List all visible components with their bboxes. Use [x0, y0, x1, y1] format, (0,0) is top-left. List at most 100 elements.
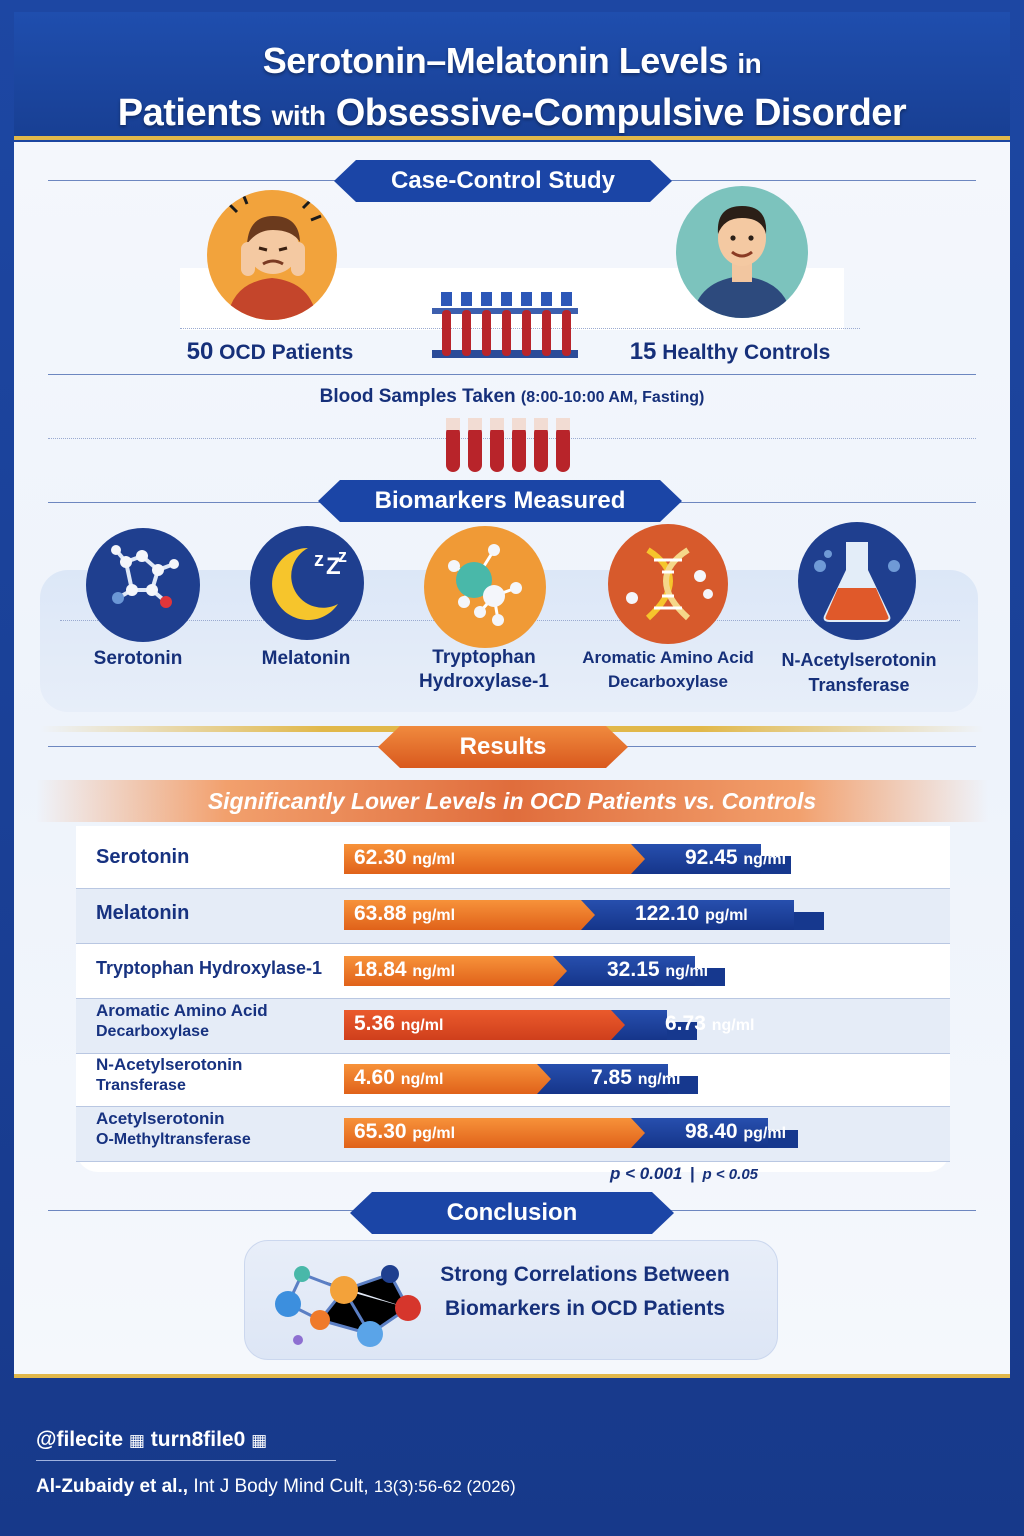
biomarker-tph1-line1: Tryptophan [432, 647, 536, 668]
biomarker-aadc-line2: Decarboxylase [607, 672, 729, 691]
ocd-bar [344, 900, 595, 930]
biomarker-aadc-label: Aromatic Amino Acid Decarboxylase [568, 646, 768, 694]
case-control-label: Case-Control Study [390, 167, 615, 194]
results-banner: Results [378, 726, 628, 768]
healthy-control-avatar [676, 186, 808, 318]
control-value-number: 98.40 [685, 1120, 738, 1143]
blood-samples-detail: (8:00-10:00 AM, Fasting) [520, 389, 705, 406]
ocd-value-number: 18.84 [354, 958, 407, 981]
ocd-value: 5.36 ng/ml [354, 1012, 443, 1036]
svg-text:Z: Z [326, 553, 341, 580]
biomarkers-label: Biomarkers Measured [374, 487, 626, 514]
control-value-number: 122.10 [635, 902, 700, 925]
conclusion-text: Strong Correlations Between Biomarkers i… [426, 1258, 744, 1326]
blood-tubes-icon [446, 418, 570, 472]
conclusion-box [244, 1240, 778, 1360]
ocd-value-unit: ng/ml [400, 1071, 444, 1088]
control-value-unit: pg/ml [743, 1125, 787, 1142]
ocd-value-unit: pg/ml [412, 1125, 456, 1142]
cite-issue: 13(3):56-62 (2026) [373, 1477, 516, 1496]
control-count-label: Healthy Controls [662, 341, 831, 364]
tryptophan-circle [424, 526, 546, 648]
page-title-line2: Patients with Obsessive-Compulsive Disor… [14, 92, 1010, 135]
footer-handle-ref: turn8file0 [150, 1428, 246, 1451]
file-icon: ▦ [251, 1431, 268, 1450]
p-values: p < 0.001 | p < 0.05 [610, 1164, 758, 1184]
footer-divider [36, 1460, 336, 1461]
biomarker-aadc-line1: Aromatic Amino Acid [582, 648, 754, 667]
title-with: with [271, 100, 327, 131]
ocd-count-label: OCD Patients [219, 341, 354, 364]
row-label: Aromatic Amino Acid Decarboxylase [96, 1000, 268, 1042]
control-value: 92.45 ng/ml [685, 846, 786, 870]
blood-samples-note: Blood Samples Taken (8:00-10:00 AM, Fast… [200, 386, 824, 408]
ocd-value-unit: ng/ml [400, 1017, 444, 1034]
results-subtitle-band: Significantly Lower Levels in OCD Patien… [36, 780, 988, 822]
row-label-line2: O-Methyltransferase [96, 1131, 251, 1148]
row-label: Serotonin [96, 846, 190, 868]
p-value-secondary: p < 0.05 [702, 1166, 758, 1183]
footer-handle: @filecite ▦ turn8file0 ▦ [36, 1428, 267, 1452]
control-value: 32.15 ng/ml [607, 958, 708, 982]
control-value-unit: pg/ml [705, 907, 748, 924]
ocd-bar [344, 1064, 551, 1094]
results-label: Results [459, 733, 547, 760]
biomarker-nat-label: N-Acetylserotonin Transferase [768, 648, 950, 698]
biomarker-tph1-line2: Hydroxylase-1 [419, 671, 549, 692]
p-value-primary: p < 0.001 [610, 1164, 683, 1183]
conclusion-label: Conclusion [446, 1199, 578, 1226]
blood-samples-label: Blood Samples Taken [319, 386, 516, 407]
row-label-line2: Decarboxylase [96, 1023, 209, 1040]
ocd-value: 63.88 pg/ml [354, 902, 455, 926]
p-value-separator: | [690, 1164, 695, 1183]
ocd-value: 62.30 ng/ml [354, 846, 455, 870]
control-value: 7.85 ng/ml [591, 1066, 680, 1090]
aadc-circle [608, 524, 728, 644]
ocd-value-number: 62.30 [354, 846, 407, 869]
case-control-banner: Case-Control Study [334, 160, 672, 202]
title-in: in [737, 48, 762, 79]
dotted-line [180, 328, 860, 329]
biomarker-melatonin-label: Melatonin [261, 648, 351, 669]
gold-divider-bottom [14, 1374, 1010, 1378]
file-icon: ▦ [128, 1431, 145, 1450]
ocd-bar [344, 1118, 645, 1148]
control-count-value: 15 [629, 338, 657, 365]
healthy-controls-count: 15 Healthy Controls [620, 338, 840, 366]
row-label-line1: Aromatic Amino Acid [96, 1001, 268, 1020]
svg-text:z: z [338, 546, 347, 566]
healthy-person-icon [692, 206, 792, 318]
control-value: 98.40 pg/ml [685, 1120, 786, 1144]
conclusion-banner: Conclusion [350, 1192, 674, 1234]
dna-icon [626, 547, 713, 621]
row-label: Melatonin [96, 902, 190, 924]
row-label-line2: Transferase [96, 1077, 186, 1094]
distressed-person-icon [227, 193, 322, 320]
ocd-value-number: 5.36 [354, 1012, 395, 1035]
control-value-unit: ng/ml [637, 1071, 681, 1088]
flask-icon [814, 542, 900, 622]
conclusion-line1: Strong Correlations Between [440, 1263, 730, 1286]
ocd-value: 18.84 ng/ml [354, 958, 455, 982]
header: Serotonin–Melatonin Levels in Patients w… [14, 12, 1010, 138]
molecule-icon [111, 545, 179, 608]
cite-journal: Int J Body Mind Cult, [193, 1476, 369, 1497]
nat-circle [798, 522, 916, 640]
moon-icon: z Z z [272, 546, 347, 620]
melatonin-circle: z Z z [250, 526, 364, 640]
biomarker-serotonin-label: Serotonin [93, 648, 183, 669]
row-label: N-Acetylserotonin Transferase [96, 1054, 242, 1096]
network-icon [275, 1265, 421, 1347]
footer-citation: Al-Zubaidy et al., Int J Body Mind Cult,… [36, 1476, 516, 1498]
svg-text:z: z [314, 549, 324, 571]
control-value-number: 92.45 [685, 846, 738, 869]
biomarker-nat-line1: N-Acetylserotonin [781, 650, 937, 670]
conclusion-line2: Biomarkers in OCD Patients [444, 1297, 726, 1320]
ocd-patient-avatar [207, 190, 337, 320]
biomarker-tph1-label: Tryptophan Hydroxylase-1 [386, 646, 582, 694]
control-value-unit: ng/ml [711, 1017, 755, 1034]
ocd-value-number: 63.88 [354, 902, 407, 925]
page-title-line1: Serotonin–Melatonin Levels in [14, 40, 1010, 82]
title-part3: Obsessive-Compulsive Disorder [335, 92, 907, 134]
ocd-bar [344, 1010, 625, 1040]
